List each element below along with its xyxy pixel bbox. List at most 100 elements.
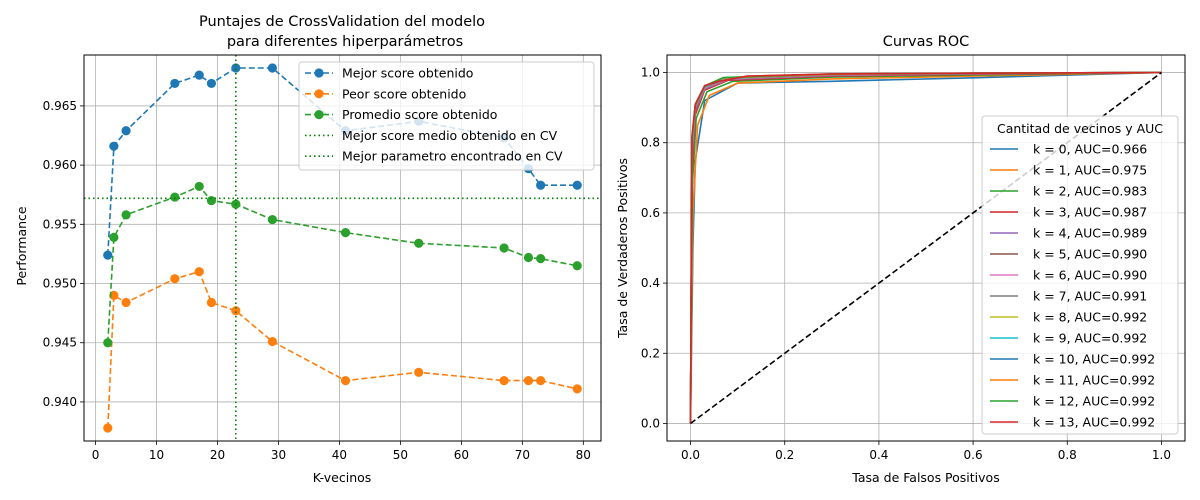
- cv-chart-title: Puntajes de CrossValidation del modelo: [199, 14, 485, 30]
- cv-series-1-point: [414, 367, 424, 377]
- cv-series-2-point: [206, 196, 217, 206]
- roc-y-tick-label: 0.6: [641, 206, 660, 220]
- cv-series-0-point: [121, 126, 131, 136]
- roc-legend-label: k = 6, AUC=0.990: [1033, 268, 1147, 283]
- roc-legend-label: k = 12, AUC=0.992: [1033, 394, 1155, 409]
- roc-chart: Curvas ROC 0.0 0.2 0.4 0.6 0.8 1.0 0.00.20.40…: [615, 34, 1186, 485]
- roc-x-tick-label: 0.8: [1058, 448, 1077, 462]
- cv-x-tick-label: 50: [393, 448, 408, 462]
- cv-series-1-point: [194, 267, 204, 277]
- roc-curve-1: [689, 71, 1162, 424]
- cv-series-1-point: [499, 376, 509, 386]
- roc-legend-label: k = 9, AUC=0.992: [1033, 331, 1147, 346]
- cv-series-1-point: [267, 336, 277, 347]
- cv-series-1-point: [103, 423, 113, 433]
- roc-plot-frame: [666, 54, 1186, 442]
- cv-series-0-point: [109, 141, 119, 151]
- cv-x-axis-label: K-vecinos: [313, 470, 372, 485]
- cv-series-0-point: [194, 70, 204, 80]
- roc-x-tick-label: 0.0: [681, 448, 700, 462]
- cv-y-tick-label: 0.950: [43, 277, 77, 291]
- cv-series-2-point: [536, 254, 546, 264]
- roc-legend-label: k = 5, AUC=0.990: [1033, 247, 1147, 262]
- cv-x-tick-label: 60: [454, 448, 469, 462]
- cv-plot-frame: [83, 54, 602, 442]
- cv-legend-marker: [314, 68, 324, 78]
- roc-legend-label: k = 7, AUC=0.991: [1033, 289, 1147, 304]
- cv-series-2-point: [499, 243, 509, 253]
- roc-legend-label: k = 0, AUC=0.966: [1033, 142, 1147, 157]
- cv-x-tick-label: 20: [210, 448, 225, 462]
- roc-legend-label: k = 10, AUC=0.992: [1033, 352, 1155, 367]
- cv-series-2-point: [523, 252, 534, 263]
- cv-series-2-point: [194, 181, 204, 192]
- cv-reference-lines: [84, 55, 601, 441]
- cv-series-1-point: [121, 297, 131, 308]
- cv-legend-label: Promedio score obtenido: [342, 107, 497, 122]
- cv-legend-label: Peor score obtenido: [342, 86, 466, 101]
- cv-series-0-point: [267, 63, 277, 73]
- cv-x-tick-label: 70: [515, 448, 530, 462]
- cv-series-line-0: [107, 67, 578, 256]
- cv-series-0-point: [103, 250, 113, 260]
- cv-x-ticks: 0 10 20 30 40 50 60 70 80: [92, 441, 591, 462]
- roc-x-tick-label: 0.4: [869, 448, 888, 462]
- roc-legend-box: [981, 115, 1179, 435]
- roc-y-tick-label: 0.8: [641, 136, 660, 150]
- cv-series-1-point: [340, 376, 351, 386]
- cv-y-tick-label: 0.940: [43, 395, 77, 409]
- cv-series-2-point: [170, 192, 180, 202]
- cv-series-2-point: [267, 214, 277, 225]
- cv-legend-marker: [314, 110, 324, 120]
- cv-series-0-point: [170, 78, 180, 89]
- roc-y-tick-label: 0.4: [641, 276, 660, 290]
- roc-curve-13: [689, 71, 1162, 424]
- roc-legend-label: k = 2, AUC=0.983: [1033, 184, 1147, 199]
- cv-legend-label: Mejor score obtenido: [342, 66, 473, 81]
- roc-x-tick-label: 0.6: [964, 448, 983, 462]
- cv-series-1-point: [206, 297, 217, 308]
- roc-y-tick-label: 1.0: [641, 66, 660, 80]
- cv-series-1-point: [536, 376, 546, 386]
- cv-chart-subtitle: para diferentes hiperparámetros: [227, 34, 463, 50]
- cv-series-0-point: [206, 78, 217, 89]
- roc-legend-label: k = 8, AUC=0.992: [1033, 310, 1147, 325]
- cv-series-2-point: [340, 228, 351, 238]
- cv-series-0-point: [231, 63, 241, 73]
- roc-legend: Cantitad de vecinos y AUC k = 0, AUC=0.96…: [981, 115, 1179, 435]
- cv-legend-label: Mejor parametro encontrado en CV: [342, 149, 563, 164]
- cv-y-tick-label: 0.965: [43, 99, 77, 113]
- cv-series-1-point: [109, 290, 119, 300]
- cv-series-0-point: [572, 180, 582, 190]
- cv-x-tick-label: 10: [149, 448, 164, 462]
- roc-y-ticks: 0.0 0.2 0.4 0.6 0.8 1.0: [641, 66, 667, 430]
- cv-series-line-2: [107, 185, 578, 343]
- cv-series-1-point: [572, 384, 582, 394]
- roc-series: [689, 71, 1162, 425]
- cv-scores-chart: Puntajes de CrossValidation del modelo p…: [14, 14, 602, 485]
- roc-chart-title: Curvas ROC: [883, 34, 970, 50]
- cv-legend-box: [298, 61, 595, 171]
- roc-y-tick-label: 0.2: [641, 346, 660, 360]
- cv-series-2-point: [109, 232, 119, 242]
- cv-x-tick-label: 80: [576, 448, 591, 462]
- roc-x-axis-label: Tasa de Falsos Positivos: [851, 470, 999, 485]
- roc-y-tick-label: 0.0: [641, 416, 660, 430]
- cv-x-tick-label: 40: [332, 448, 347, 462]
- cv-series-2-point: [414, 238, 424, 248]
- roc-x-tick-label: 0.2: [775, 448, 794, 462]
- cv-y-tick-label: 0.960: [43, 158, 77, 172]
- cv-series-2-point: [103, 338, 113, 348]
- roc-legend-label: k = 11, AUC=0.992: [1033, 373, 1155, 388]
- roc-legend-label: k = 13, AUC=0.992: [1033, 415, 1155, 430]
- cv-series-1-point: [231, 306, 241, 316]
- cv-series-2-point: [121, 210, 131, 220]
- roc-legend-label: k = 4, AUC=0.989: [1033, 226, 1147, 241]
- roc-x-tick-label: 1.0: [1152, 448, 1171, 462]
- cv-y-ticks: 0.940 0.945 0.950 0.955 0.960 0.965: [43, 99, 84, 409]
- cv-y-tick-label: 0.955: [43, 217, 77, 231]
- roc-x-ticks: 0.0 0.2 0.4 0.6 0.8 1.0: [681, 441, 1171, 462]
- cv-legend-label: Mejor score medio obtenido en CV: [342, 128, 558, 143]
- roc-legend-label: k = 3, AUC=0.987: [1033, 205, 1147, 220]
